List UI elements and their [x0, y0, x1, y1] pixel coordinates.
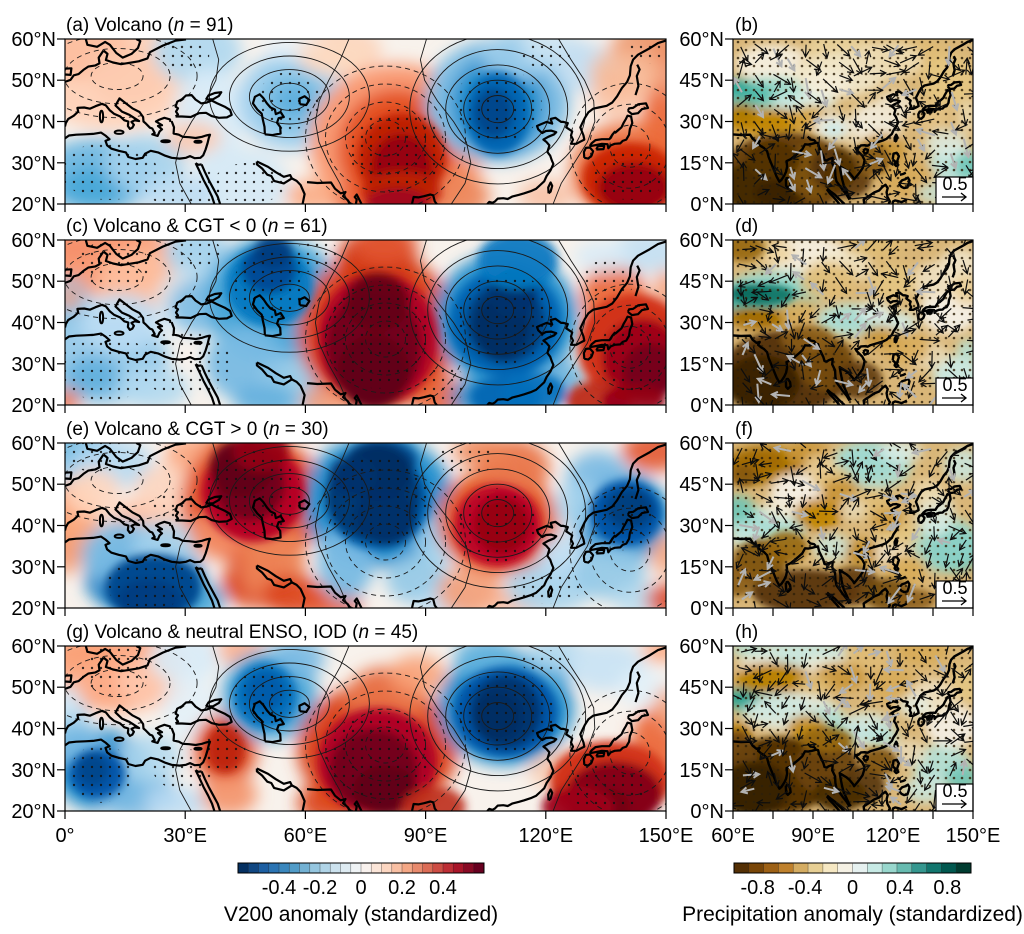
svg-text:50°N: 50°N	[11, 474, 56, 496]
svg-text:30°N: 30°N	[11, 760, 56, 782]
svg-text:20°N: 20°N	[11, 194, 56, 216]
svg-text:-0.4: -0.4	[788, 877, 822, 899]
svg-text:20°N: 20°N	[11, 801, 56, 823]
svg-text:60°N: 60°N	[679, 433, 724, 455]
svg-text:V200 anomaly (standardized): V200 anomaly (standardized)	[224, 903, 498, 926]
svg-text:90°E: 90°E	[404, 825, 448, 847]
svg-text:45°N: 45°N	[679, 677, 724, 699]
svg-text:60°N: 60°N	[679, 29, 724, 51]
svg-text:20°N: 20°N	[11, 598, 56, 620]
svg-text:0.5: 0.5	[942, 781, 967, 801]
svg-text:60°N: 60°N	[11, 29, 56, 51]
svg-text:(e) Volcano & CGT > 0 (n = 30): (e) Volcano & CGT > 0 (n = 30)	[66, 419, 329, 440]
svg-text:0: 0	[355, 877, 366, 899]
svg-text:(d): (d)	[735, 216, 758, 237]
svg-text:0.5: 0.5	[942, 578, 967, 598]
svg-text:30°N: 30°N	[679, 112, 724, 134]
svg-text:30°E: 30°E	[163, 825, 207, 847]
svg-text:60°N: 60°N	[11, 230, 56, 252]
svg-text:60°N: 60°N	[679, 636, 724, 658]
svg-text:45°N: 45°N	[679, 70, 724, 92]
svg-text:50°N: 50°N	[11, 70, 56, 92]
svg-text:(f): (f)	[735, 419, 753, 440]
svg-text:0°N: 0°N	[690, 801, 724, 823]
svg-text:90°E: 90°E	[791, 825, 835, 847]
svg-text:0°N: 0°N	[690, 598, 724, 620]
svg-text:0.5: 0.5	[942, 174, 967, 194]
svg-text:40°N: 40°N	[11, 516, 56, 538]
svg-text:150°E: 150°E	[639, 825, 694, 847]
svg-text:15°N: 15°N	[679, 354, 724, 376]
svg-text:60°N: 60°N	[11, 433, 56, 455]
svg-text:(g) Volcano & neutral ENSO, IO: (g) Volcano & neutral ENSO, IOD (n = 45)	[66, 622, 418, 643]
svg-text:30°N: 30°N	[11, 153, 56, 175]
svg-text:40°N: 40°N	[11, 313, 56, 335]
svg-text:20°N: 20°N	[11, 395, 56, 417]
svg-text:60°E: 60°E	[711, 825, 755, 847]
svg-text:50°N: 50°N	[11, 271, 56, 293]
svg-text:-0.8: -0.8	[740, 877, 774, 899]
svg-text:15°N: 15°N	[679, 557, 724, 579]
svg-text:0: 0	[847, 877, 858, 899]
svg-text:120°E: 120°E	[518, 825, 573, 847]
svg-text:150°E: 150°E	[946, 825, 1001, 847]
svg-text:45°N: 45°N	[679, 271, 724, 293]
svg-text:60°E: 60°E	[284, 825, 328, 847]
svg-text:(c) Volcano & CGT < 0 (n = 61): (c) Volcano & CGT < 0 (n = 61)	[66, 216, 328, 237]
svg-text:0.4: 0.4	[429, 877, 457, 899]
svg-text:0.4: 0.4	[886, 877, 914, 899]
svg-text:30°N: 30°N	[679, 313, 724, 335]
svg-text:0°: 0°	[55, 825, 74, 847]
svg-text:-0.2: -0.2	[303, 877, 337, 899]
svg-text:0°N: 0°N	[690, 194, 724, 216]
svg-text:15°N: 15°N	[679, 153, 724, 175]
svg-text:(h): (h)	[735, 622, 758, 643]
svg-text:-0.4: -0.4	[262, 877, 296, 899]
svg-text:30°N: 30°N	[679, 719, 724, 741]
svg-text:40°N: 40°N	[11, 112, 56, 134]
svg-text:(a) Volcano (n = 91): (a) Volcano (n = 91)	[66, 15, 233, 36]
svg-text:0.2: 0.2	[388, 877, 416, 899]
svg-text:60°N: 60°N	[679, 230, 724, 252]
svg-text:40°N: 40°N	[11, 719, 56, 741]
svg-text:(b): (b)	[735, 15, 758, 36]
svg-text:15°N: 15°N	[679, 760, 724, 782]
svg-text:30°N: 30°N	[11, 557, 56, 579]
svg-text:0.8: 0.8	[933, 877, 961, 899]
svg-text:30°N: 30°N	[679, 516, 724, 538]
svg-text:45°N: 45°N	[679, 474, 724, 496]
svg-text:0°N: 0°N	[690, 395, 724, 417]
svg-text:30°N: 30°N	[11, 354, 56, 376]
svg-text:0.5: 0.5	[942, 375, 967, 395]
svg-text:50°N: 50°N	[11, 677, 56, 699]
svg-text:Precipitation anomaly (standar: Precipitation anomaly (standardized)	[682, 903, 1023, 926]
svg-text:120°E: 120°E	[866, 825, 921, 847]
svg-text:60°N: 60°N	[11, 636, 56, 658]
